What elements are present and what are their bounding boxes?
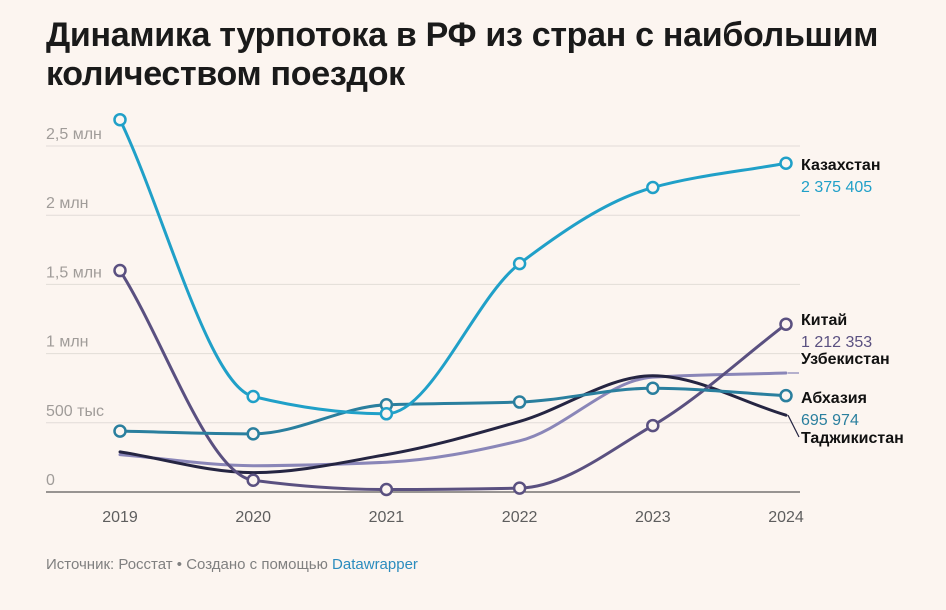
series-point bbox=[646, 381, 660, 395]
series-value-label: 695 974 bbox=[801, 412, 859, 429]
series-point bbox=[646, 418, 660, 433]
series-value-label: 1 212 353 bbox=[801, 334, 872, 351]
label-leader bbox=[787, 414, 800, 438]
series-name-label: Таджикистан bbox=[801, 430, 904, 447]
x-tick-label: 2020 bbox=[235, 509, 271, 526]
x-tick-label: 2024 bbox=[768, 509, 804, 526]
series-point bbox=[646, 180, 660, 195]
series-line bbox=[118, 386, 788, 436]
series-point bbox=[779, 156, 793, 170]
series-point bbox=[379, 482, 394, 497]
series-markers bbox=[113, 112, 793, 497]
series-point bbox=[512, 481, 527, 495]
datawrapper-link[interactable]: Datawrapper bbox=[332, 556, 418, 573]
series-line bbox=[118, 374, 788, 475]
series-value-label: 2 375 405 bbox=[801, 179, 872, 196]
source-text: Источник: Росстат • Создано с помощью bbox=[46, 556, 328, 573]
series-name-label: Узбекистан bbox=[801, 351, 890, 368]
line-chart: 0 500 тыс 1 млн 1,5 млн 2 млн 2,5 млн 2019 202… bbox=[46, 112, 904, 526]
series-point bbox=[779, 317, 793, 331]
series-labels: Казахстан 2 375 405 Китай 1 212 353Узбекист… bbox=[787, 157, 904, 447]
y-tick-label: 1,5 млн bbox=[46, 264, 102, 281]
series-name-label: Китай bbox=[801, 312, 847, 329]
y-tick-label: 1 млн bbox=[46, 334, 89, 351]
x-tick-label: 2022 bbox=[502, 509, 538, 526]
footer: Источник: Росстат • Создано с помощью Da… bbox=[46, 556, 418, 573]
chart-title: Динамика турпотока в РФ из стран с наибо… bbox=[46, 16, 879, 93]
series-line bbox=[118, 118, 788, 416]
x-axis: 2019 2020 2021 2022 2023 2024 bbox=[102, 509, 804, 526]
series-point bbox=[113, 424, 127, 438]
x-tick-label: 2023 bbox=[635, 509, 671, 526]
x-tick-label: 2021 bbox=[369, 509, 405, 526]
series-point bbox=[779, 388, 793, 403]
series-point bbox=[246, 389, 260, 404]
series-point bbox=[512, 395, 527, 409]
y-tick-label: 2 млн bbox=[46, 195, 89, 212]
y-tick-label: 0 bbox=[46, 472, 55, 489]
series-name-label: Казахстан bbox=[801, 157, 881, 174]
series-line bbox=[118, 371, 788, 468]
series-lines bbox=[118, 118, 788, 492]
series-point bbox=[246, 473, 260, 487]
y-tick-label: 500 тыс bbox=[46, 403, 104, 420]
y-axis: 0 500 тыс 1 млн 1,5 млн 2 млн 2,5 млн bbox=[46, 126, 104, 489]
series-point bbox=[512, 256, 527, 271]
series-name-label: Абхазия bbox=[801, 390, 867, 407]
series-point bbox=[113, 112, 127, 127]
series-point bbox=[113, 263, 127, 278]
grid-lines bbox=[46, 145, 800, 493]
series-line bbox=[118, 269, 788, 492]
y-tick-label: 2,5 млн bbox=[46, 126, 102, 143]
series-point bbox=[246, 427, 260, 441]
series-point bbox=[379, 407, 394, 421]
x-tick-label: 2019 bbox=[102, 509, 138, 526]
